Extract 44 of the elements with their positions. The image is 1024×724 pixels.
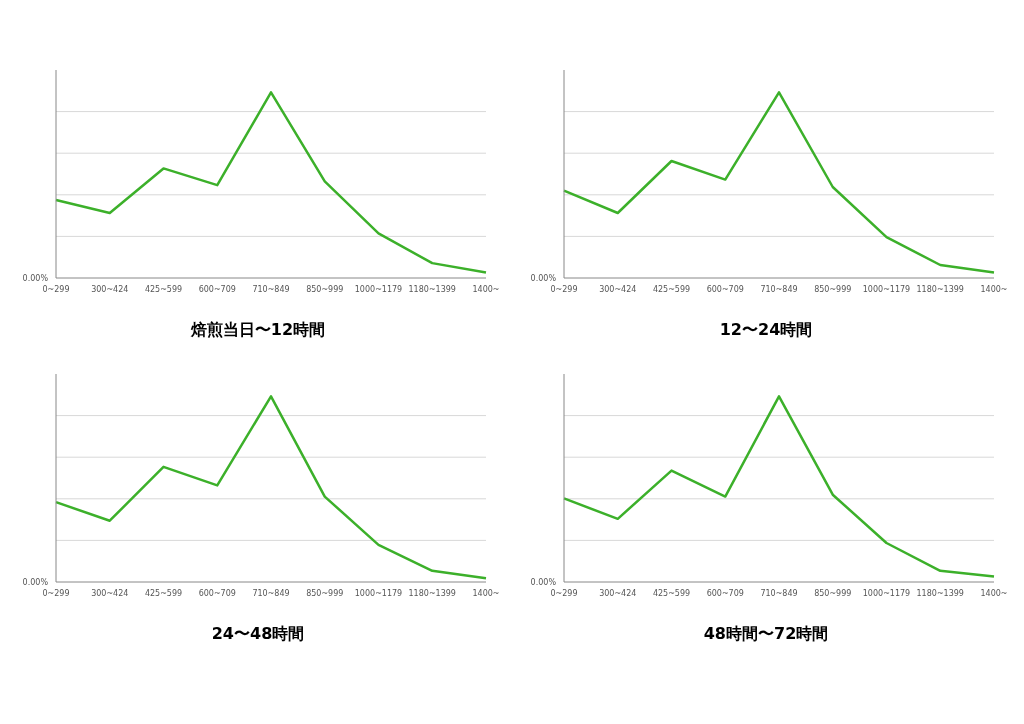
x-tick-label: 300~424: [91, 284, 129, 294]
text: 0.00%: [530, 577, 557, 587]
x-tick-label: 425~599: [652, 284, 691, 294]
x-tick-label: 1180~1399: [408, 588, 456, 598]
text: 48時間〜72時間: [702, 623, 830, 645]
x-tick-label: 850~999: [814, 284, 852, 294]
x-tick-label: 710~849: [252, 588, 290, 598]
x-tick-label: 600~709: [706, 284, 744, 294]
x-tick-label: 1400~: [980, 588, 1008, 598]
x-tick-label: 0~299: [42, 284, 70, 294]
x-tick-label: 1000~1179: [862, 588, 911, 598]
x-tick-label: 1000~1179: [862, 284, 911, 294]
x-tick-label: 600~709: [706, 588, 744, 598]
x-tick-label: 710~849: [760, 588, 798, 598]
x-tick-label: 850~999: [814, 588, 852, 598]
x-tick-label: 1000~1179: [354, 588, 403, 598]
x-tick-label: 600~709: [198, 284, 236, 294]
x-tick-label: 300~424: [91, 588, 129, 598]
x-tick-label: 425~599: [652, 588, 691, 598]
text: 0.00%: [22, 273, 49, 283]
text: 焙煎当日〜12時間: [189, 319, 327, 341]
x-tick-label: 600~709: [198, 588, 236, 598]
x-tick-label: 425~599: [144, 588, 183, 598]
x-tick-label: 425~599: [144, 284, 183, 294]
x-tick-label: 850~999: [306, 284, 344, 294]
x-tick-label: 0~299: [42, 588, 70, 598]
text: 0.00%: [22, 577, 49, 587]
x-tick-label: 1000~1179: [354, 284, 403, 294]
x-tick-label: 300~424: [599, 284, 637, 294]
x-tick-label: 1180~1399: [916, 284, 964, 294]
x-tick-label: 1400~: [980, 284, 1008, 294]
x-tick-label: 850~999: [306, 588, 344, 598]
x-tick-label: 1400~: [472, 284, 500, 294]
text: 24〜48時間: [210, 623, 306, 645]
x-tick-label: 0~299: [550, 588, 578, 598]
x-tick-label: 1180~1399: [916, 588, 964, 598]
x-tick-label: 300~424: [599, 588, 637, 598]
x-tick-label: 1180~1399: [408, 284, 456, 294]
text: 0.00%: [530, 273, 557, 283]
x-tick-label: 1400~: [472, 588, 500, 598]
x-tick-label: 0~299: [550, 284, 578, 294]
x-tick-label: 710~849: [252, 284, 290, 294]
x-tick-label: 710~849: [760, 284, 798, 294]
text: 12〜24時間: [718, 319, 814, 341]
